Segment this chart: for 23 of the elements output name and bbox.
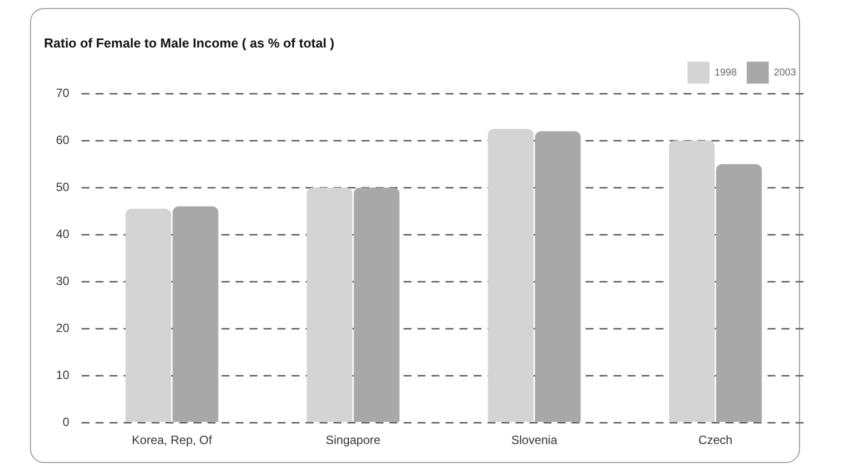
- bar: [306, 188, 352, 422]
- legend-label: 1998: [714, 67, 738, 78]
- y-tick-label: 30: [56, 274, 70, 288]
- x-tick-label: Korea, Rep, Of: [132, 433, 213, 448]
- x-tick-label: Slovenia: [511, 433, 558, 448]
- x-tick-label: Czech: [698, 433, 732, 448]
- bar: [172, 206, 218, 422]
- x-tick-label: Singapore: [326, 433, 381, 448]
- y-tick-label: 50: [56, 180, 70, 194]
- bar: [126, 208, 172, 422]
- y-tick-label: 70: [56, 86, 70, 100]
- bar: [534, 131, 581, 422]
- bar: [669, 140, 715, 422]
- bar: [488, 128, 534, 422]
- bar: [716, 164, 762, 422]
- legend-label: 2003: [774, 67, 796, 78]
- y-tick-label: 0: [62, 414, 70, 429]
- y-tick-label: 20: [56, 320, 70, 335]
- chart-title: Ratio of Female to Male Income ( as % of total ): [44, 35, 334, 50]
- y-tick-label: 60: [56, 132, 70, 147]
- y-tick-label: 40: [56, 226, 70, 241]
- bar: [354, 188, 400, 422]
- y-tick-label: 10: [56, 368, 70, 382]
